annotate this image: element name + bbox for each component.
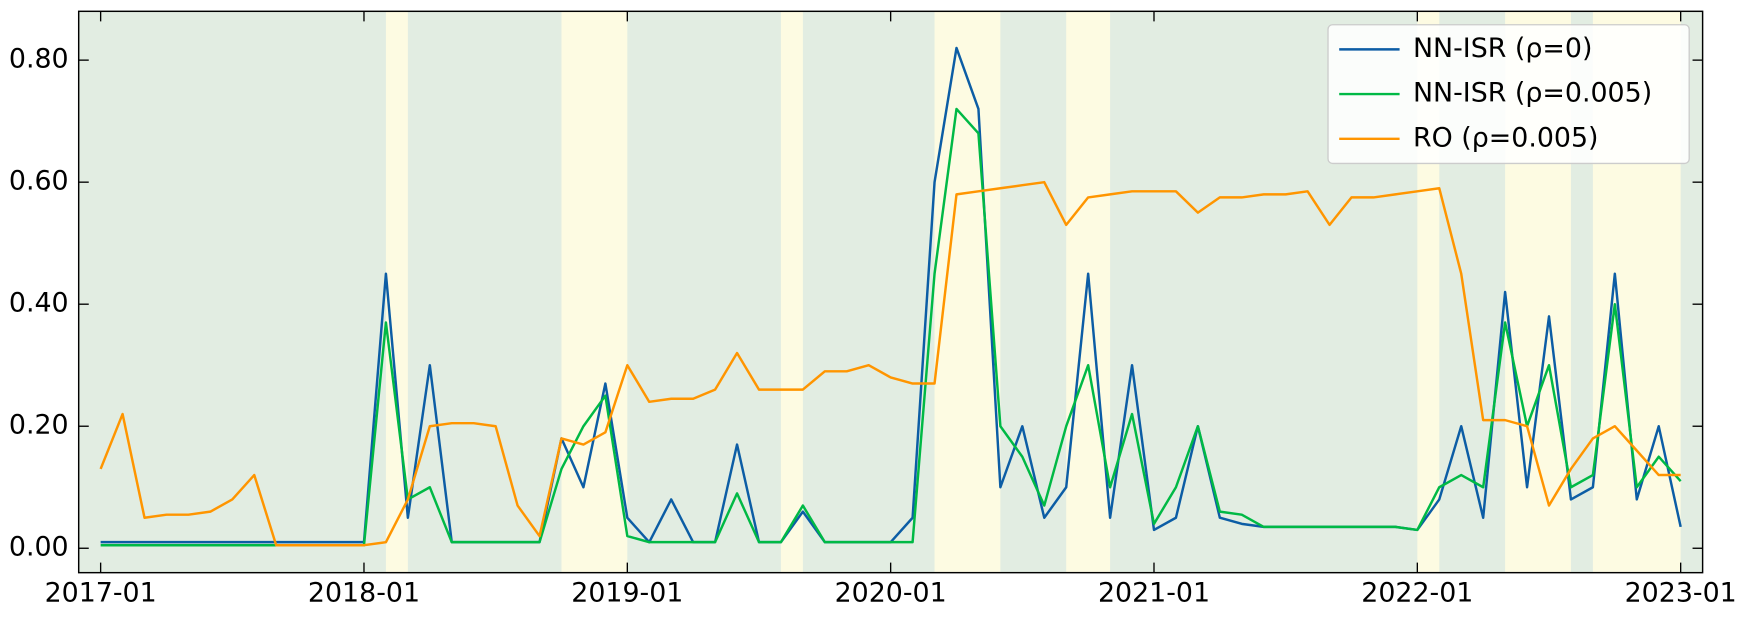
y-tick-label: 0.00 xyxy=(9,532,69,563)
x-tick-label: 2023-01 xyxy=(1625,577,1737,608)
x-tick-label: 2018-01 xyxy=(308,577,420,608)
shaded-region xyxy=(1066,11,1111,573)
shaded-region xyxy=(561,11,628,573)
x-tick-label: 2021-01 xyxy=(1098,577,1210,608)
legend-label: RO (ρ=0.005) xyxy=(1413,122,1599,153)
legend-label: NN-ISR (ρ=0.005) xyxy=(1413,78,1652,109)
y-tick-label: 0.40 xyxy=(9,288,69,319)
x-tick-label: 2022-01 xyxy=(1361,577,1473,608)
y-tick-label: 0.80 xyxy=(9,44,69,75)
shaded-region xyxy=(780,11,803,573)
x-tick-label: 2020-01 xyxy=(835,577,947,608)
series-line xyxy=(99,180,1681,547)
x-tick-label: 2019-01 xyxy=(571,577,683,608)
legend-box xyxy=(1327,24,1690,165)
y-tick-label: 0.60 xyxy=(9,166,69,197)
y-tick-label: 0.20 xyxy=(9,410,69,441)
legend: NN-ISR (ρ=0) NN-ISR (ρ=0.005) RO (ρ=0.005) xyxy=(1327,24,1690,165)
x-tick-label: 2017-01 xyxy=(45,577,157,608)
legend-label: NN-ISR (ρ=0) xyxy=(1413,33,1592,64)
shaded-region xyxy=(385,11,408,573)
